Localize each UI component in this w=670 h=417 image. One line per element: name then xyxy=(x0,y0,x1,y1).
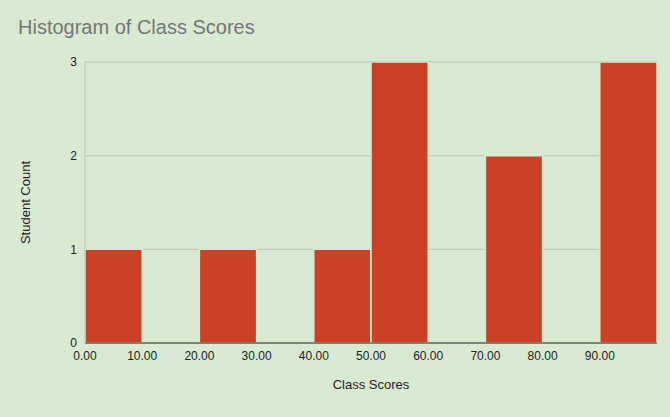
svg-text:90.00: 90.00 xyxy=(585,349,615,363)
svg-text:3: 3 xyxy=(70,55,77,69)
svg-text:10.00: 10.00 xyxy=(127,349,157,363)
svg-text:0: 0 xyxy=(70,336,77,350)
svg-text:50.00: 50.00 xyxy=(356,349,386,363)
svg-text:Student Count: Student Count xyxy=(18,161,33,245)
svg-text:Class Scores: Class Scores xyxy=(333,377,410,392)
svg-text:70.00: 70.00 xyxy=(470,349,500,363)
svg-text:0.00: 0.00 xyxy=(73,349,97,363)
svg-text:60.00: 60.00 xyxy=(413,349,443,363)
svg-text:1: 1 xyxy=(70,243,77,257)
html-text:Histogram of Class Scores: Histogram of Class Scores xyxy=(18,16,255,38)
svg-text:40.00: 40.00 xyxy=(299,349,329,363)
svg-text:80.00: 80.00 xyxy=(528,349,558,363)
svg-text:20.00: 20.00 xyxy=(184,349,214,363)
svg-text:30.00: 30.00 xyxy=(242,349,272,363)
svg-text:2: 2 xyxy=(70,149,77,163)
